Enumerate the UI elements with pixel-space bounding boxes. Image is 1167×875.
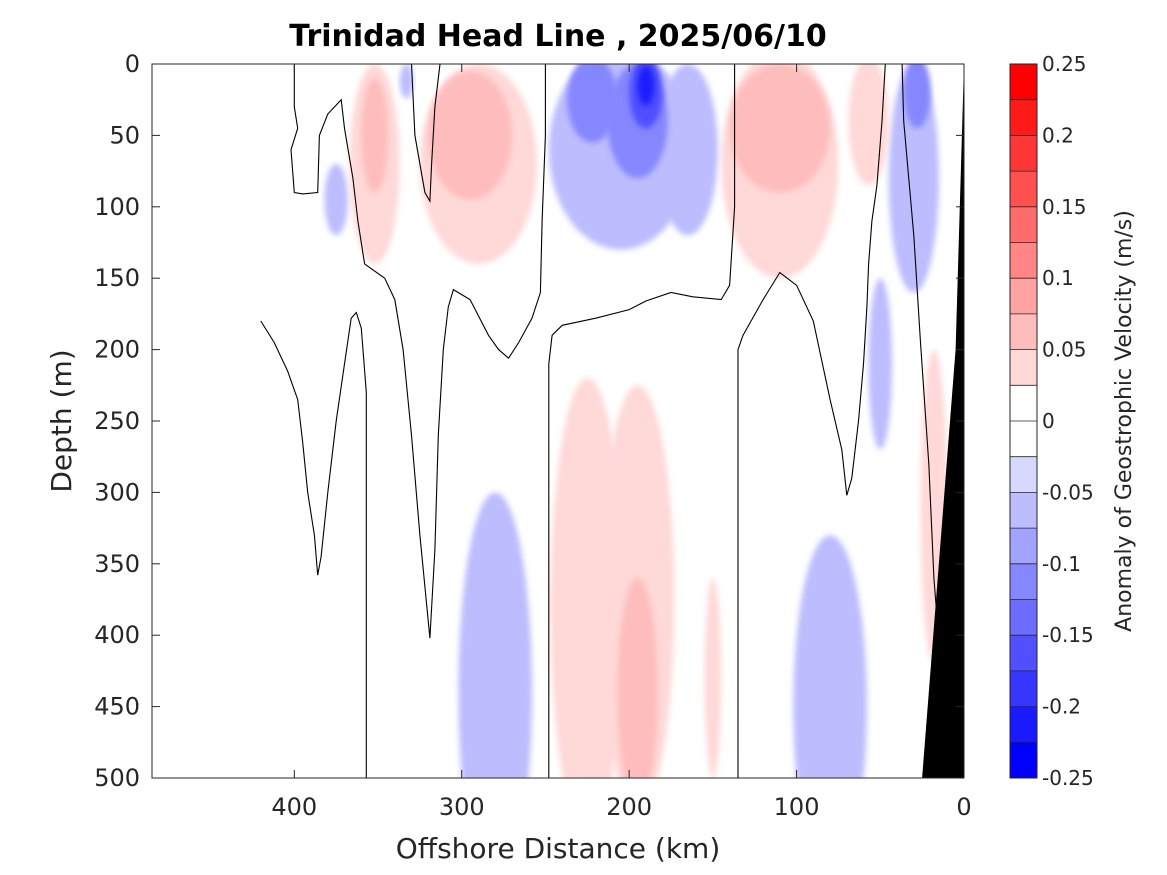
colorbar-tick-label: 0.15: [1042, 195, 1087, 219]
anomaly-region: [729, 64, 831, 193]
colorbar-swatch: [1010, 742, 1037, 778]
colorbar-tick-label: 0.25: [1042, 52, 1087, 76]
y-axis-ticks: 0 50 100 150 200 250 300 350 400 450 500: [94, 50, 964, 792]
x-tick-label: 0: [956, 793, 971, 821]
colorbar-tick-label: -0.2: [1042, 695, 1081, 719]
velocity-anomaly-fill: [324, 64, 948, 778]
x-tick-label: 300: [439, 793, 485, 821]
seafloor-topography: [922, 64, 964, 778]
colorbar-tick-label: 0.2: [1042, 123, 1074, 147]
colorbar: 0.25 0.2 0.15 0.1 0.05 0 -0.05 -0.1 -0.15 -0.2 -0.…: [1009, 52, 1094, 790]
colorbar-swatch: [1010, 670, 1037, 707]
y-tick-label: 200: [94, 336, 140, 364]
colorbar-tick-label: -0.25: [1042, 766, 1094, 790]
zero-contour-line: [410, 64, 441, 203]
colorbar-frame: [1009, 63, 1038, 779]
colorbar-swatch: [1010, 635, 1037, 671]
anomaly-region: [793, 535, 867, 778]
y-tick-label: 0: [125, 50, 140, 78]
colorbar-swatch: [1010, 242, 1037, 279]
anomaly-region: [903, 64, 931, 129]
anomaly-region: [868, 278, 893, 450]
colorbar-tick-label: -0.15: [1042, 623, 1094, 647]
colorbar-swatch: [1010, 206, 1037, 243]
anomaly-region: [704, 578, 722, 778]
x-tick-label: 200: [606, 793, 652, 821]
bathymetry: [922, 64, 964, 778]
anomaly-region: [428, 71, 512, 200]
anomaly-region: [567, 64, 618, 143]
chart-title: Trinidad Head Line , 2025/06/10: [289, 19, 826, 54]
zero-contour-line: [290, 64, 546, 639]
colorbar-swatch: [1010, 135, 1037, 172]
colorbar-swatch: [1010, 349, 1037, 386]
colorbar-swatch: [1010, 492, 1037, 529]
colorbar-tick-label: 0: [1042, 409, 1055, 433]
colorbar-tick-label: -0.05: [1042, 480, 1094, 504]
colorbar-swatch: [1010, 99, 1037, 136]
colorbar-swatch: [1010, 706, 1037, 743]
colorbar-swatch: [1010, 421, 1037, 457]
colorbar-tick-label: -0.1: [1042, 552, 1081, 576]
anomaly-region: [361, 78, 389, 193]
colorbar-swatch: [1010, 456, 1037, 493]
anomaly-region: [888, 64, 939, 293]
colorbar-label: Anomaly of Geostrophic Velocity (m/s): [1112, 210, 1137, 632]
y-tick-label: 50: [109, 121, 140, 149]
x-axis-ticks: 400 300 200 100 0: [271, 64, 972, 821]
x-axis-label: Offshore Distance (km): [396, 832, 721, 865]
y-tick-label: 500: [94, 764, 140, 792]
colorbar-swatch: [1010, 385, 1037, 421]
colorbar-tick-label: 0.05: [1042, 338, 1087, 362]
colorbar-tick-label: 0.1: [1042, 266, 1074, 290]
x-tick-label: 100: [774, 793, 820, 821]
zero-contour-line: [737, 64, 886, 778]
anomaly-region: [458, 492, 533, 778]
y-tick-label: 100: [94, 193, 140, 221]
colorbar-swatch: [1010, 278, 1037, 314]
y-tick-label: 150: [94, 264, 140, 292]
colorbar-swatch: [1010, 599, 1037, 636]
zero-contour-line: [548, 64, 736, 778]
y-tick-label: 300: [94, 478, 140, 506]
y-tick-label: 400: [94, 621, 140, 649]
colorbar-swatch: [1010, 64, 1037, 100]
anomaly-region: [617, 578, 658, 778]
x-tick-label: 400: [271, 793, 317, 821]
colorbar-swatch: [1010, 563, 1037, 600]
anomaly-region: [848, 64, 889, 186]
anomaly-region: [399, 64, 414, 99]
y-tick-label: 450: [94, 693, 140, 721]
zero-contour-line: [260, 311, 367, 778]
anomaly-region: [324, 163, 348, 236]
anomaly-region: [637, 65, 655, 106]
y-axis-label: Depth (m): [45, 349, 78, 492]
colorbar-swatch: [1010, 528, 1037, 564]
colorbar-swatch: [1010, 313, 1037, 350]
colorbar-swatch: [1010, 171, 1037, 207]
y-tick-label: 350: [94, 550, 140, 578]
anomaly-region: [657, 64, 718, 236]
y-tick-label: 250: [94, 407, 140, 435]
